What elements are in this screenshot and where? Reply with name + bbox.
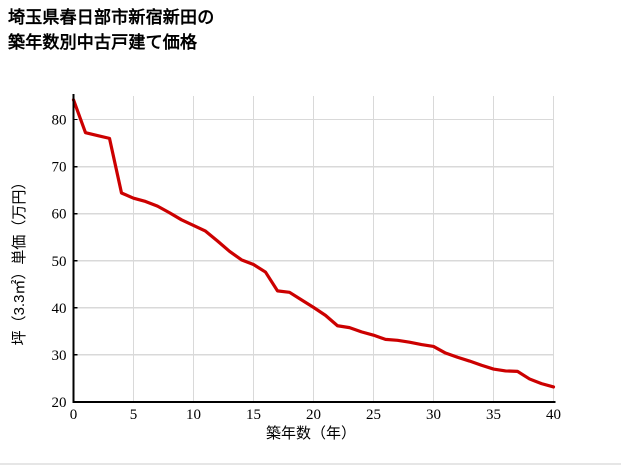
x-tick-label: 35 [486,407,501,423]
series-group [71,98,556,389]
x-axis-title: 築年数（年） [266,424,356,442]
y-tick-label: 60 [52,207,67,223]
x-tick-label: 20 [306,407,321,423]
y-axis-title: 坪（3.3㎡）単価（万円） [11,175,28,346]
x-axis-ticks: 0 5 10 15 20 25 30 35 40 [70,407,561,423]
x-tick-label: 30 [426,407,441,423]
price-line-series [71,98,556,389]
axes [72,94,556,404]
y-tick-label: 30 [52,348,67,364]
x-tick-label: 25 [366,407,381,423]
y-axis-ticks: 20 30 40 50 60 70 80 [52,113,78,411]
x-tick-label: 40 [546,407,561,423]
chart-title: 埼玉県春日部市新宿新田の 築年数別中古戸建て価格 [8,8,215,52]
y-tick-label: 50 [52,254,67,270]
x-tick-label: 0 [70,407,78,423]
y-tick-label: 70 [52,160,67,176]
x-tick-label: 10 [186,407,201,423]
bottom-divider [0,463,621,465]
y-tick-label: 20 [52,395,67,411]
y-tick-label: 80 [52,113,67,129]
gridlines [73,96,555,402]
x-tick-label: 15 [246,407,261,423]
x-tick-label: 5 [130,407,138,423]
y-tick-label: 40 [52,301,67,317]
